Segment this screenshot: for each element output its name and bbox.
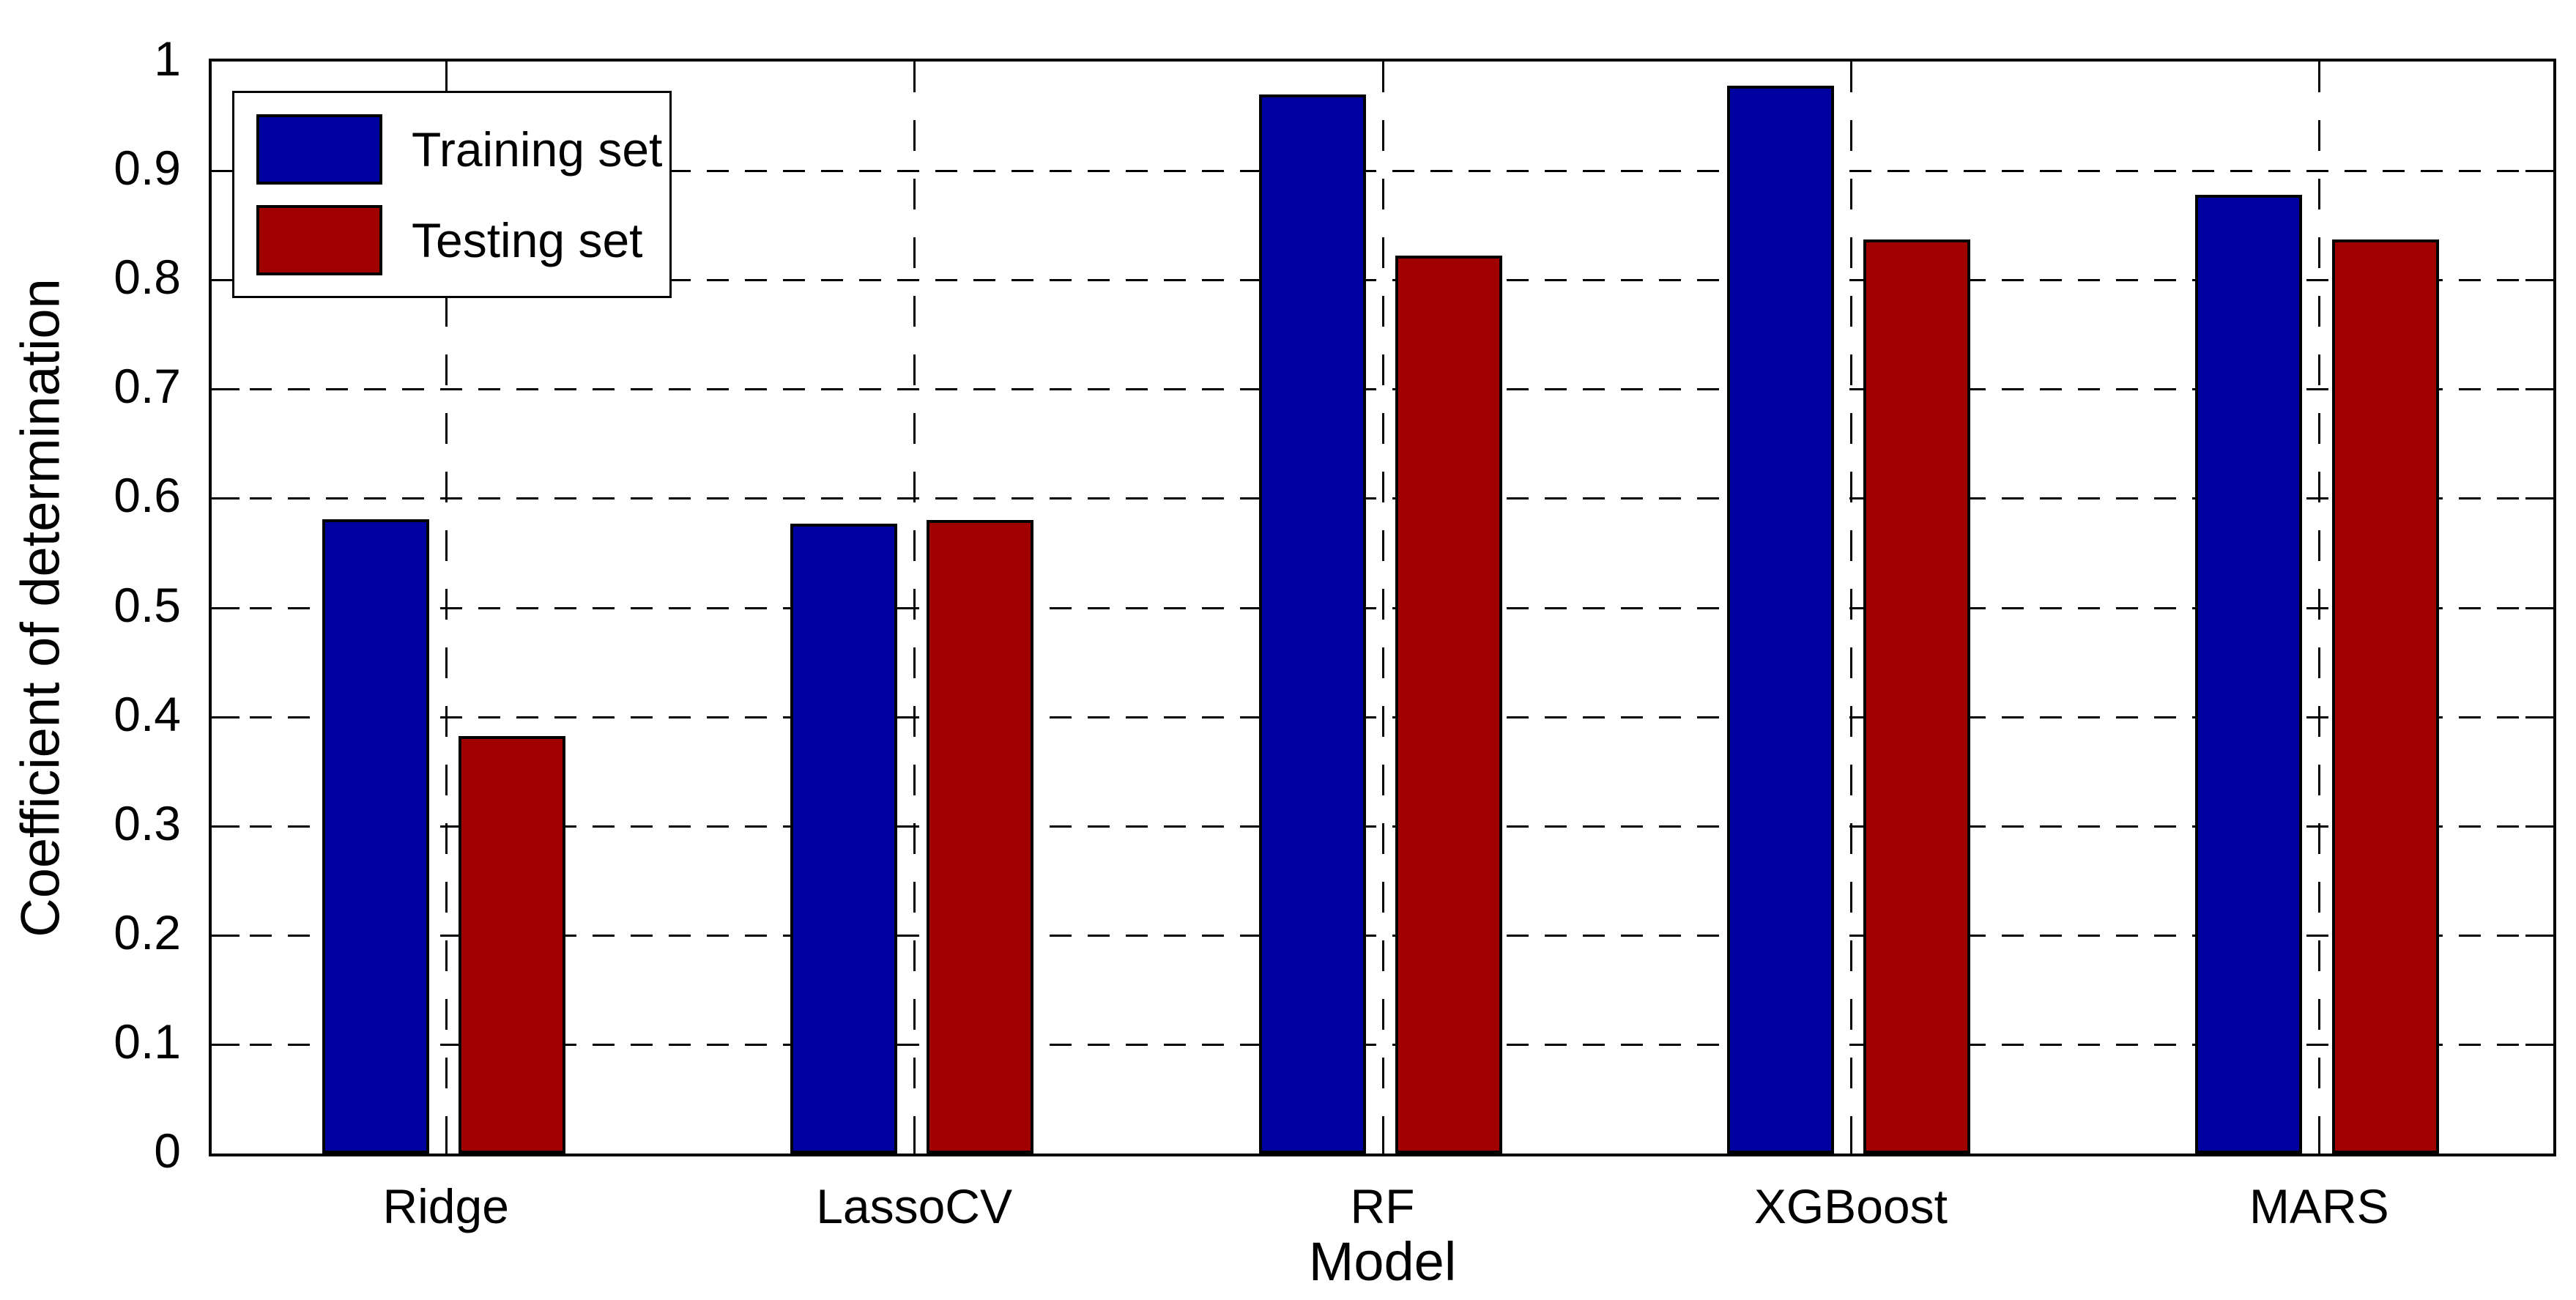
- y-tick-right-0.6: [2525, 497, 2553, 500]
- y-tick-right-0.3: [2525, 825, 2553, 828]
- x-tick-top-xgboost: [1849, 62, 1852, 89]
- y-tick-label-0.7: 0.7: [114, 359, 181, 414]
- x-tick-label-row: Ridge LassoCV RF XGBoost MARS: [212, 1173, 2553, 1247]
- y-tick-label-0: 0: [154, 1123, 181, 1178]
- bar-training-set-mars: [2195, 194, 2303, 1154]
- y-tick-label-0.6: 0.6: [114, 468, 181, 523]
- y-tick-left-0.3: [212, 825, 240, 828]
- x-tick-bottom-rf: [1381, 1126, 1384, 1154]
- x-tick-label-ridge: Ridge: [382, 1179, 509, 1233]
- y-tick-left-0.9: [212, 170, 240, 173]
- legend-row-training-set: Training set: [256, 114, 669, 185]
- x-tick-bottom-xgboost: [1849, 1126, 1852, 1154]
- y-tick-right-0.7: [2525, 388, 2553, 391]
- x-gridline-xgboost: [1849, 62, 1852, 1154]
- y-tick-label-column: 0 0.1 0.2 0.3 0.4 0.5 0.6 0.7 0.8 0.9 1: [0, 34, 194, 1175]
- x-tick-top-mars: [2318, 62, 2321, 89]
- y-tick-label-0.1: 0.1: [114, 1014, 181, 1069]
- legend-swatch-testing-set: [256, 204, 382, 275]
- x-gridline-mars: [2318, 62, 2321, 1154]
- legend-row-testing-set: Testing set: [256, 204, 669, 275]
- x-tick-label-rf: RF: [1350, 1179, 1415, 1233]
- x-tick-label-mars: MARS: [2249, 1179, 2389, 1233]
- x-tick-top-ridge: [445, 62, 448, 89]
- x-axis-title: Model: [1308, 1231, 1457, 1292]
- y-tick-right-0.1: [2525, 1043, 2553, 1046]
- legend-swatch-training-set: [256, 114, 382, 185]
- x-gridline-rf: [1381, 62, 1384, 1154]
- x-gridline-ridge: [445, 62, 448, 1154]
- y-tick-left-0.7: [212, 388, 240, 391]
- y-tick-left-0.2: [212, 934, 240, 937]
- bar-testing-set-xgboost: [1863, 239, 1971, 1154]
- x-gridline-lassocv: [913, 62, 916, 1154]
- x-tick-top-lassocv: [913, 62, 916, 89]
- bar-testing-set-lassocv: [927, 520, 1034, 1154]
- y-tick-right-0.4: [2525, 716, 2553, 718]
- y-tick-label-0.5: 0.5: [114, 577, 181, 632]
- y-tick-left-0.8: [212, 279, 240, 282]
- x-tick-bottom-ridge: [445, 1126, 448, 1154]
- bar-training-set-rf: [1258, 94, 1366, 1154]
- bar-testing-set-rf: [1395, 256, 1502, 1154]
- x-tick-top-rf: [1381, 62, 1384, 89]
- bar-training-set-lassocv: [790, 523, 898, 1154]
- y-tick-right-0.8: [2525, 279, 2553, 282]
- x-tick-bottom-lassocv: [913, 1126, 916, 1154]
- bar-testing-set-mars: [2331, 239, 2439, 1154]
- y-tick-left-0.4: [212, 716, 240, 718]
- bar-training-set-ridge: [322, 519, 429, 1154]
- y-tick-label-0.4: 0.4: [114, 686, 181, 741]
- legend-label-testing-set: Testing set: [412, 212, 643, 267]
- x-tick-label-lassocv: LassoCV: [816, 1179, 1012, 1233]
- y-tick-left-0.6: [212, 497, 240, 500]
- bar-testing-set-ridge: [458, 736, 565, 1154]
- y-tick-right-0.9: [2525, 170, 2553, 173]
- y-tick-label-0.3: 0.3: [114, 795, 181, 850]
- bar-training-set-xgboost: [1727, 85, 1835, 1154]
- x-tick-label-xgboost: XGBoost: [1753, 1179, 1948, 1233]
- legend-box: Training set Testing set: [232, 91, 672, 298]
- y-tick-label-1: 1: [154, 31, 181, 86]
- y-tick-label-0.9: 0.9: [114, 141, 181, 196]
- y-tick-left-0.1: [212, 1043, 240, 1046]
- y-tick-label-0.8: 0.8: [114, 250, 181, 305]
- y-tick-right-0.5: [2525, 606, 2553, 609]
- y-tick-left-0.5: [212, 606, 240, 609]
- y-tick-label-0.2: 0.2: [114, 905, 181, 959]
- legend-label-training-set: Training set: [412, 122, 663, 177]
- y-tick-right-0.2: [2525, 934, 2553, 937]
- x-tick-bottom-mars: [2318, 1126, 2321, 1154]
- plot-area: Training set Testing set: [209, 59, 2556, 1156]
